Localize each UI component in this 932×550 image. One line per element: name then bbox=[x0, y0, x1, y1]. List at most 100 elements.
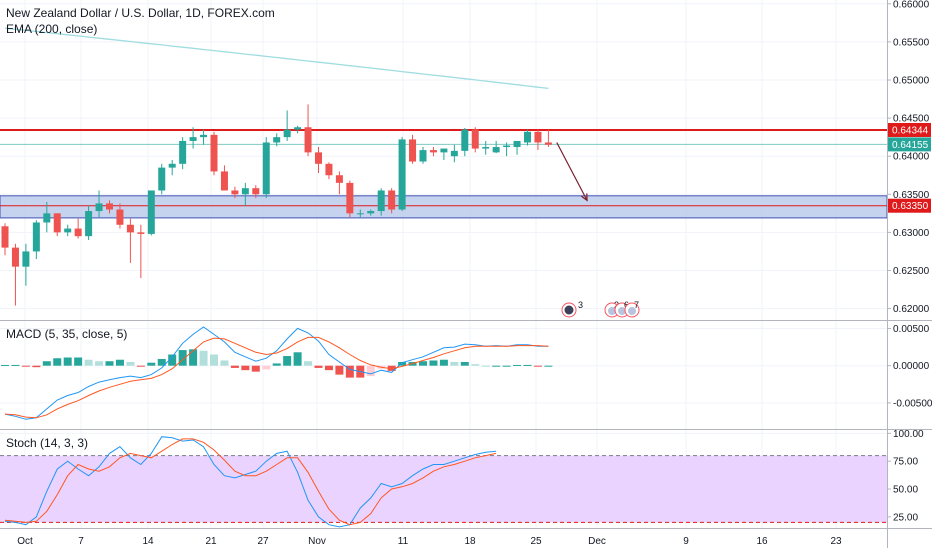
candle-body bbox=[95, 203, 103, 212]
candle[interactable] bbox=[85, 205, 93, 240]
candle-body bbox=[409, 139, 417, 162]
candle[interactable] bbox=[315, 147, 322, 173]
macd-histogram-bar bbox=[105, 361, 114, 366]
candle-body bbox=[544, 142, 552, 145]
candle[interactable] bbox=[64, 224, 72, 237]
candle-body bbox=[179, 140, 187, 164]
price-plot[interactable] bbox=[1, 27, 588, 306]
macd-signal-line[interactable] bbox=[4, 336, 549, 419]
candle[interactable] bbox=[43, 201, 51, 233]
candle[interactable] bbox=[335, 171, 343, 195]
candle[interactable] bbox=[147, 190, 155, 236]
candle[interactable] bbox=[440, 148, 448, 160]
candle[interactable] bbox=[325, 162, 333, 180]
candle[interactable] bbox=[168, 160, 176, 176]
macd-histogram-bar bbox=[283, 356, 292, 366]
macd-histogram-bar bbox=[74, 357, 83, 366]
candle[interactable] bbox=[356, 209, 364, 218]
candle[interactable] bbox=[524, 129, 531, 146]
candle[interactable] bbox=[450, 144, 458, 163]
candle-body bbox=[482, 147, 490, 149]
macd-line[interactable] bbox=[4, 326, 549, 420]
candle[interactable] bbox=[200, 129, 208, 145]
candle[interactable] bbox=[1, 223, 9, 256]
candle[interactable] bbox=[409, 134, 417, 164]
macd-histogram-bar bbox=[481, 365, 490, 367]
x-tick-label: 9 bbox=[683, 536, 689, 547]
macd-histogram-bar bbox=[251, 365, 260, 372]
candle[interactable] bbox=[503, 142, 511, 157]
macd-histogram-bar bbox=[304, 361, 313, 366]
candle[interactable] bbox=[74, 218, 82, 239]
candle[interactable] bbox=[53, 213, 61, 237]
projection-arrow[interactable] bbox=[556, 142, 588, 201]
candle-body bbox=[53, 213, 61, 233]
candle[interactable] bbox=[398, 137, 406, 212]
y-tick-label: 0.63500 bbox=[893, 190, 930, 201]
x-tick-label: 21 bbox=[205, 536, 217, 547]
event-badges[interactable]: 3267 bbox=[561, 300, 640, 318]
candle[interactable] bbox=[377, 188, 385, 216]
macd-histogram-bar bbox=[63, 357, 72, 366]
macd-histogram-bar bbox=[157, 358, 166, 366]
candle[interactable] bbox=[367, 209, 375, 216]
candle[interactable] bbox=[544, 129, 552, 148]
candle[interactable] bbox=[179, 137, 187, 170]
event-badge-fill bbox=[628, 307, 636, 315]
stoch-band bbox=[0, 455, 887, 523]
candle[interactable] bbox=[283, 110, 291, 141]
candle-body bbox=[200, 134, 208, 138]
chart-title: New Zealand Dollar / U.S. Dollar, 1D, FO… bbox=[6, 6, 275, 20]
candle[interactable] bbox=[231, 186, 239, 199]
ema-200-line[interactable] bbox=[4, 27, 549, 90]
candle[interactable] bbox=[126, 218, 134, 263]
candle[interactable] bbox=[106, 200, 113, 214]
candle[interactable] bbox=[241, 182, 249, 206]
candle-body bbox=[503, 145, 511, 148]
stoch-k-line[interactable] bbox=[4, 436, 497, 528]
candle[interactable] bbox=[11, 243, 19, 306]
candle[interactable] bbox=[461, 128, 469, 157]
stoch-plot[interactable] bbox=[0, 436, 887, 528]
support-zone[interactable] bbox=[0, 195, 888, 219]
macd-plot[interactable] bbox=[1, 326, 553, 420]
event-badge-fill bbox=[564, 305, 574, 315]
candle[interactable] bbox=[388, 188, 396, 214]
macd-histogram-bar bbox=[272, 363, 281, 366]
candle[interactable] bbox=[492, 140, 500, 154]
candle[interactable] bbox=[22, 243, 30, 286]
candle[interactable] bbox=[252, 185, 260, 199]
candle[interactable] bbox=[95, 190, 103, 218]
x-tick-label: 7 bbox=[78, 536, 84, 547]
macd-histogram-bar bbox=[95, 361, 104, 366]
candle[interactable] bbox=[534, 129, 542, 151]
candle[interactable] bbox=[116, 203, 124, 229]
stoch-d-line[interactable] bbox=[4, 438, 497, 526]
candle[interactable] bbox=[32, 220, 40, 260]
candle[interactable] bbox=[210, 131, 218, 176]
stoch-legend[interactable]: Stoch (14, 3, 3) bbox=[6, 436, 89, 450]
macd-histogram-bar bbox=[502, 365, 511, 367]
candle[interactable] bbox=[262, 137, 270, 199]
candle[interactable] bbox=[158, 163, 166, 195]
candle[interactable] bbox=[346, 180, 354, 218]
candle[interactable] bbox=[220, 165, 228, 191]
candle[interactable] bbox=[189, 127, 197, 149]
candle[interactable] bbox=[513, 140, 521, 155]
candle-body bbox=[11, 247, 19, 267]
candle[interactable] bbox=[429, 147, 437, 157]
candle-body bbox=[210, 134, 218, 172]
candle[interactable] bbox=[419, 147, 427, 164]
candle[interactable] bbox=[471, 127, 479, 153]
candle[interactable] bbox=[304, 104, 312, 157]
candle[interactable] bbox=[273, 133, 281, 147]
candle[interactable] bbox=[482, 140, 490, 155]
macd-histogram-bar bbox=[429, 360, 438, 366]
candle-body bbox=[106, 203, 113, 210]
candle[interactable] bbox=[137, 224, 145, 279]
macd-legend[interactable]: MACD (5, 35, close, 5) bbox=[6, 327, 128, 341]
ema-legend[interactable]: EMA (200, close) bbox=[6, 22, 98, 36]
candle[interactable] bbox=[294, 125, 302, 134]
x-tick-label: 18 bbox=[464, 536, 476, 547]
